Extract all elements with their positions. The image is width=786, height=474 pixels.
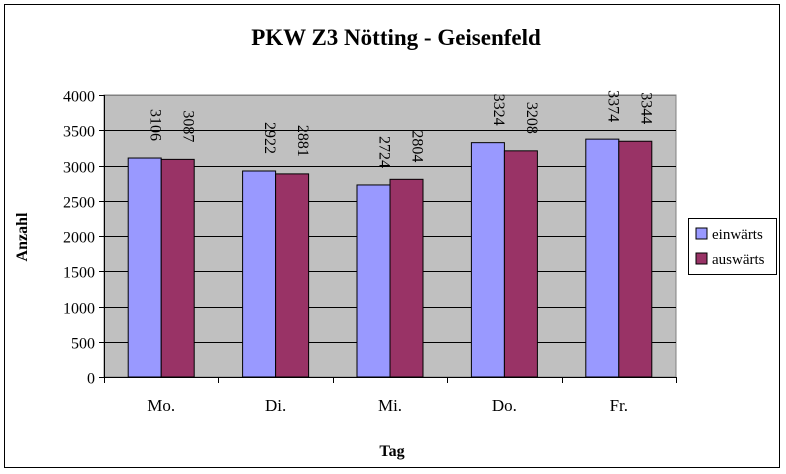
x-tick-label: Do.	[492, 396, 517, 415]
x-tick-label: Fr.	[610, 396, 628, 415]
data-label: 3087	[180, 110, 197, 142]
bar-einwrts	[470, 142, 505, 378]
y-tick-label: 1500	[63, 265, 95, 282]
data-label: 2922	[261, 122, 278, 154]
data-label: 3324	[490, 94, 507, 126]
legend-label: auswärts	[712, 252, 765, 268]
plot-area: 0 500 1000 1500 2000 2500 3000 3500 4000 Mo. 3106 3…	[63, 89, 677, 415]
data-label: 3106	[147, 109, 164, 141]
bar-auswrts	[618, 140, 653, 378]
data-label: 3344	[637, 92, 654, 124]
data-label: 2724	[376, 136, 393, 168]
bar-einwrts	[127, 157, 162, 378]
x-tick-label: Mo.	[147, 396, 175, 415]
y-axis-label: Anzahl	[14, 212, 31, 261]
y-tick-label: 4000	[63, 89, 95, 106]
legend-label: einwärts	[712, 227, 763, 243]
legend-swatch	[695, 252, 708, 265]
x-axis-label: Tag	[379, 443, 404, 460]
y-tick-label: 500	[71, 336, 95, 353]
bar-auswrts	[275, 173, 310, 378]
chart-title: PKW Z3 Nötting - Geisenfeld	[251, 25, 541, 50]
y-tick-label: 3500	[63, 124, 95, 141]
bar-einwrts	[585, 138, 620, 378]
data-label: 2804	[409, 130, 426, 162]
bar-auswrts	[160, 158, 195, 378]
y-tick-label: 3000	[63, 160, 95, 177]
y-tick-label: 0	[87, 371, 95, 388]
x-tick-label: Mi.	[378, 396, 402, 415]
bar-einwrts	[356, 184, 391, 378]
bar-auswrts	[389, 178, 424, 378]
data-label: 3374	[604, 90, 621, 122]
data-label: 2881	[294, 125, 311, 157]
bar-auswrts	[503, 150, 538, 378]
legend: einwärts auswärts	[688, 218, 777, 275]
y-tick-label: 2000	[63, 230, 95, 247]
x-tick-label: Di.	[265, 396, 286, 415]
legend-swatch	[695, 227, 708, 240]
bar-einwrts	[242, 170, 277, 378]
data-label: 3208	[523, 102, 540, 134]
y-tick-label: 2500	[63, 195, 95, 212]
y-tick-label: 1000	[63, 301, 95, 318]
